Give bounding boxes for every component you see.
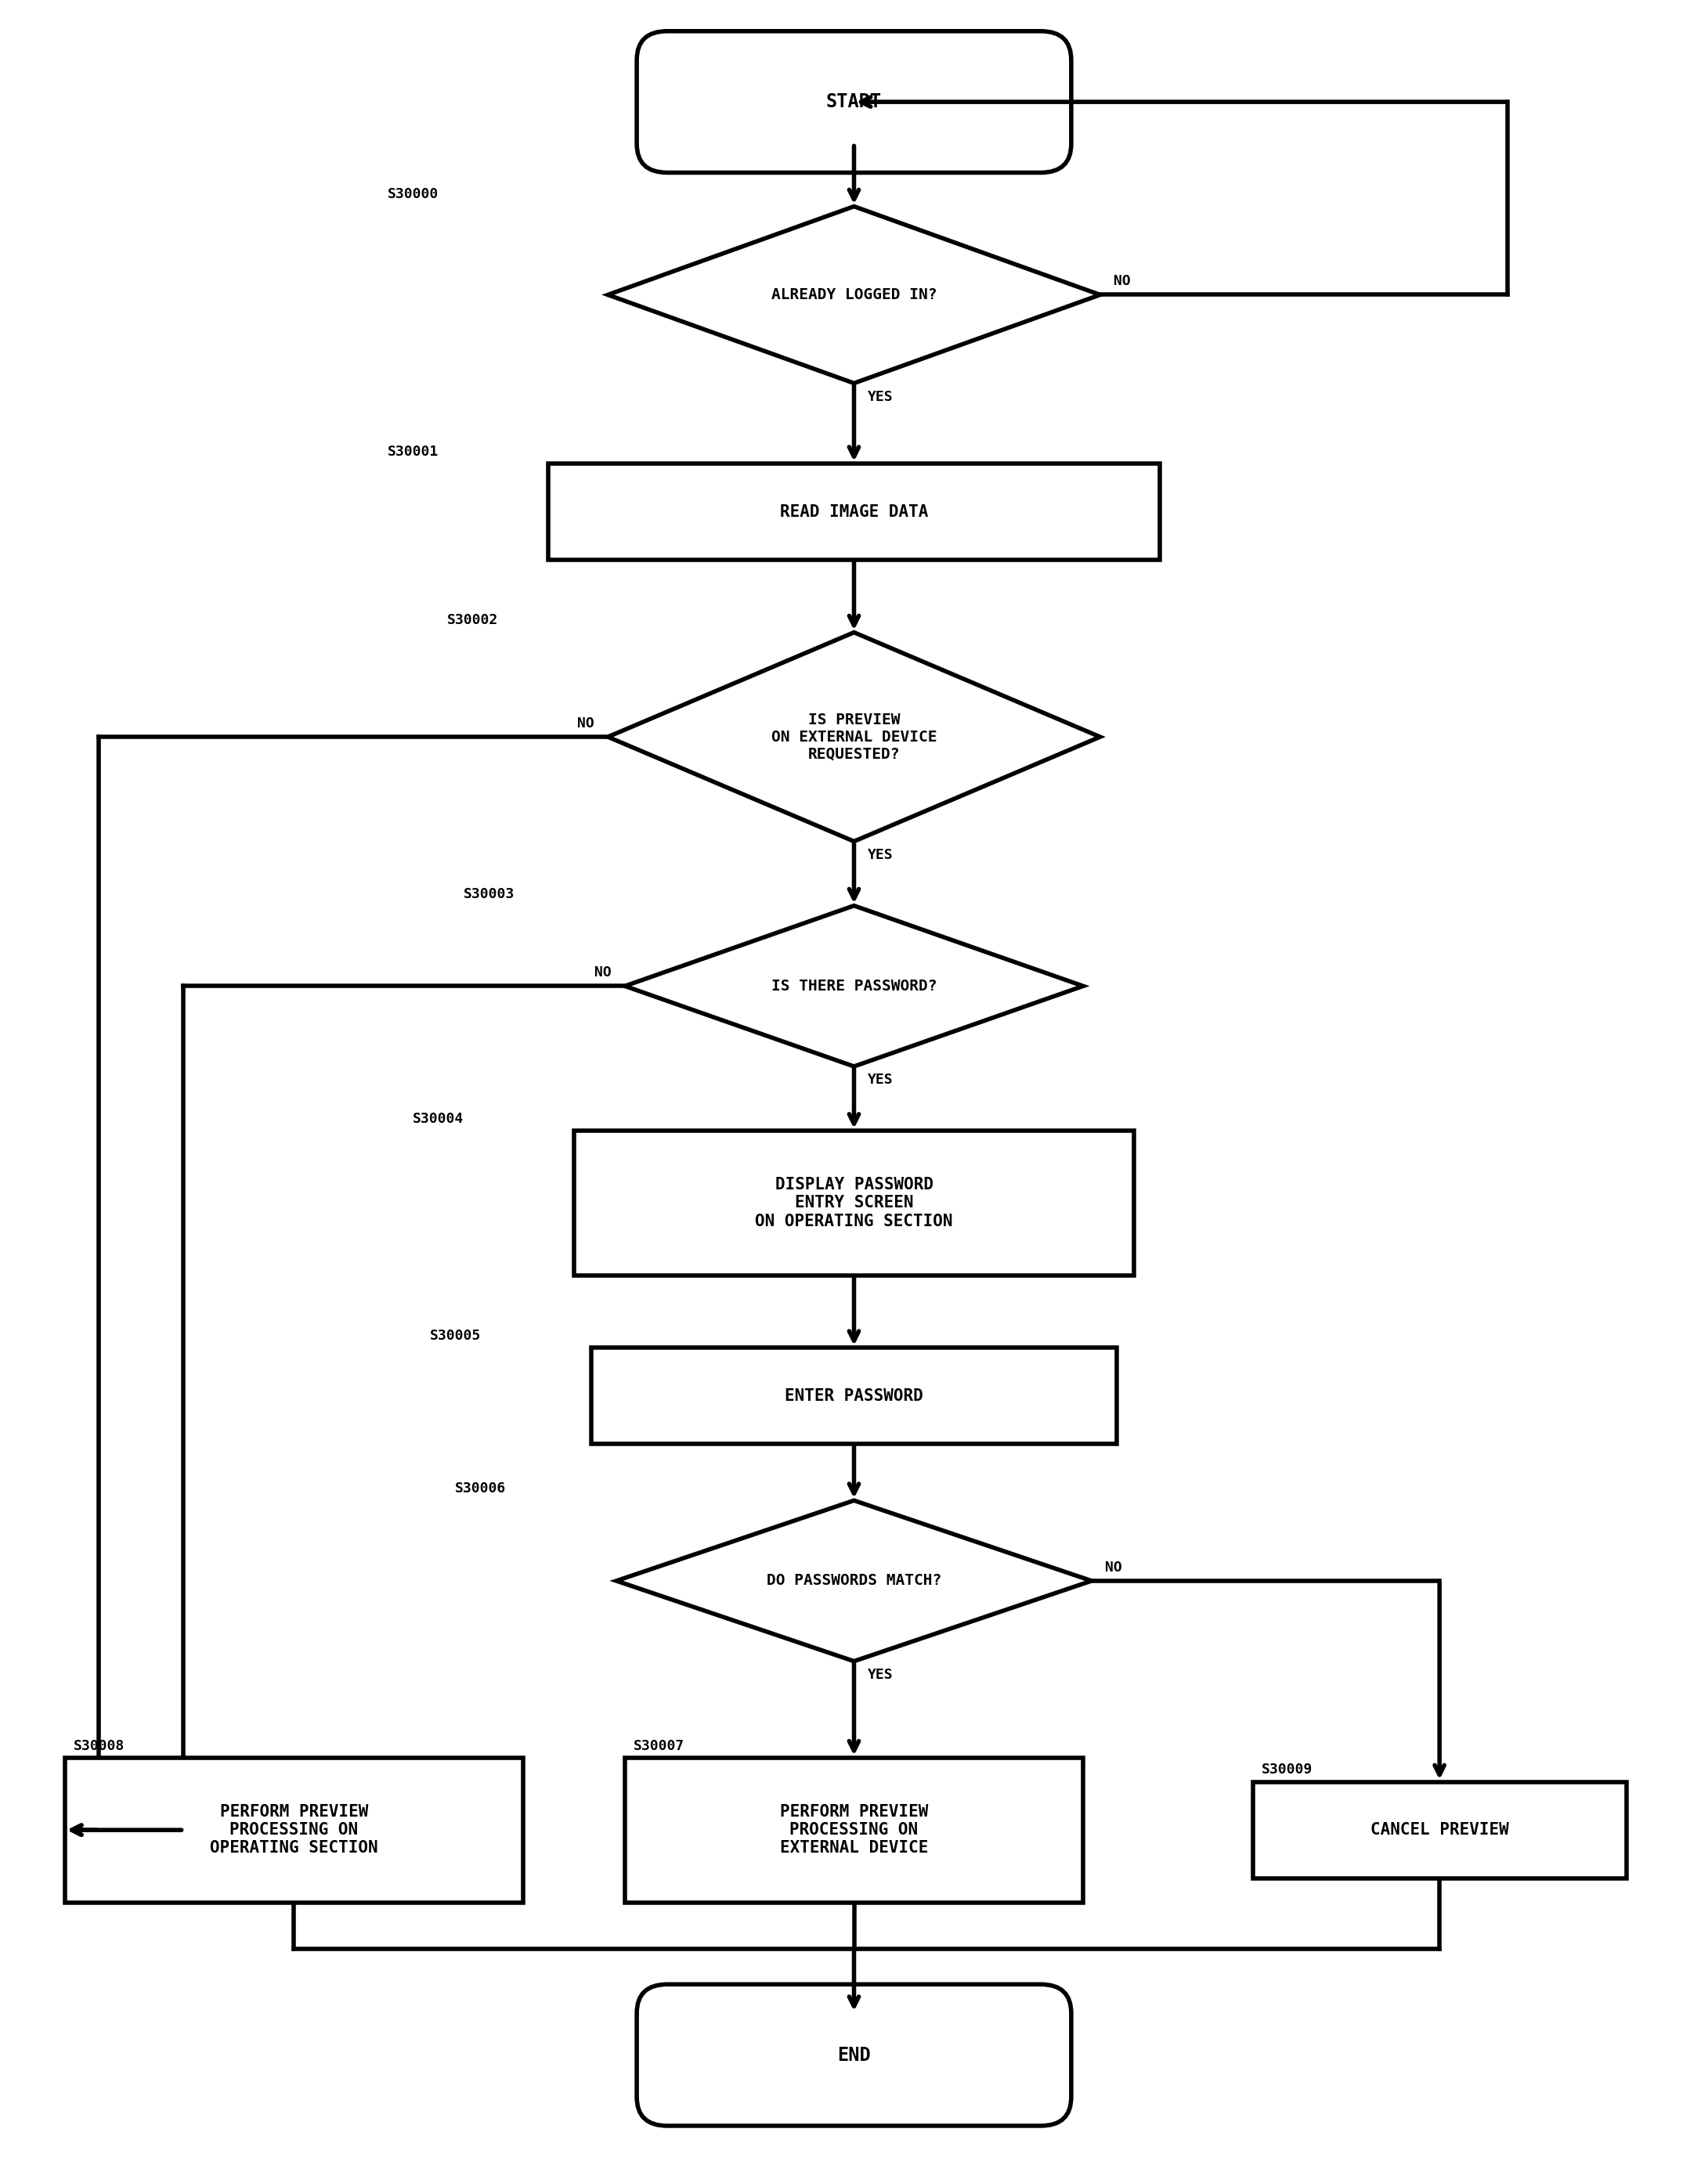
Text: YES: YES	[868, 390, 893, 403]
Polygon shape	[625, 905, 1083, 1067]
Text: S30009: S30009	[1261, 1762, 1312, 1777]
Polygon shape	[617, 1500, 1091, 1661]
Text: NO: NO	[577, 717, 594, 730]
Text: YES: YES	[868, 849, 893, 862]
Bar	[591, 1349, 1117, 1444]
Polygon shape	[608, 206, 1100, 383]
Text: S30000: S30000	[388, 188, 439, 201]
Bar	[1254, 1782, 1626, 1879]
Text: IS PREVIEW
ON EXTERNAL DEVICE
REQUESTED?: IS PREVIEW ON EXTERNAL DEVICE REQUESTED?	[772, 712, 936, 762]
Text: PERFORM PREVIEW
PROCESSING ON
EXTERNAL DEVICE: PERFORM PREVIEW PROCESSING ON EXTERNAL D…	[781, 1803, 927, 1855]
Polygon shape	[608, 632, 1100, 842]
Text: S30007: S30007	[634, 1738, 685, 1754]
FancyBboxPatch shape	[637, 1985, 1071, 2126]
Text: S30003: S30003	[463, 888, 514, 901]
Text: CANCEL PREVIEW: CANCEL PREVIEW	[1370, 1823, 1508, 1838]
Text: ALREADY LOGGED IN?: ALREADY LOGGED IN?	[772, 288, 936, 303]
Text: START: START	[827, 93, 881, 110]
Bar	[625, 1758, 1083, 1903]
Text: YES: YES	[868, 1074, 893, 1087]
Text: S30002: S30002	[447, 613, 497, 628]
Text: S30005: S30005	[430, 1329, 482, 1342]
Text: IS THERE PASSWORD?: IS THERE PASSWORD?	[772, 979, 936, 994]
Text: NO: NO	[1114, 275, 1131, 288]
Bar	[548, 463, 1160, 561]
Text: S30008: S30008	[73, 1738, 125, 1754]
Text: DISPLAY PASSWORD
ENTRY SCREEN
ON OPERATING SECTION: DISPLAY PASSWORD ENTRY SCREEN ON OPERATI…	[755, 1178, 953, 1230]
Text: S30001: S30001	[388, 444, 439, 459]
Bar	[574, 1130, 1134, 1275]
Text: READ IMAGE DATA: READ IMAGE DATA	[781, 504, 927, 520]
Text: DO PASSWORDS MATCH?: DO PASSWORDS MATCH?	[767, 1574, 941, 1589]
Text: S30004: S30004	[413, 1113, 465, 1126]
Text: NO: NO	[1105, 1561, 1122, 1574]
Text: PERFORM PREVIEW
PROCESSING ON
OPERATING SECTION: PERFORM PREVIEW PROCESSING ON OPERATING …	[210, 1803, 377, 1855]
Bar	[65, 1758, 523, 1903]
Text: ENTER PASSWORD: ENTER PASSWORD	[784, 1388, 924, 1403]
Text: S30006: S30006	[454, 1481, 506, 1496]
Text: NO: NO	[594, 966, 611, 979]
Text: END: END	[837, 2046, 871, 2065]
FancyBboxPatch shape	[637, 30, 1071, 173]
Text: YES: YES	[868, 1667, 893, 1682]
